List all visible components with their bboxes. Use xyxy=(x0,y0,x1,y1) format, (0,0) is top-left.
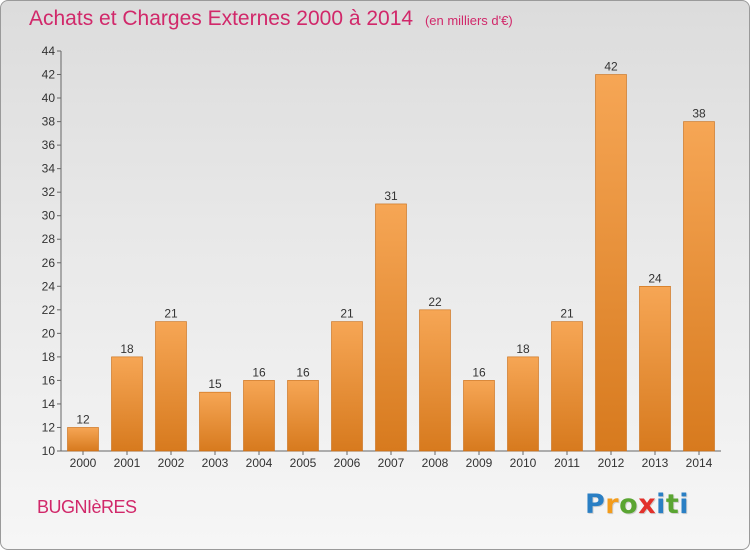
logo-letter: P xyxy=(585,489,606,520)
bar-value-label: 16 xyxy=(472,365,486,379)
x-tick-label: 2014 xyxy=(686,456,713,470)
bar-value-label: 21 xyxy=(560,307,574,321)
x-tick-label: 2013 xyxy=(642,456,669,470)
x-tick-label: 2000 xyxy=(70,456,97,470)
bar-2011 xyxy=(551,321,583,452)
x-tick-label: 2005 xyxy=(290,456,317,470)
bar-value-label: 21 xyxy=(340,307,354,321)
y-tick-label: 42 xyxy=(42,68,56,82)
x-tick-label: 2009 xyxy=(466,456,493,470)
commune-name: BUGNIèRES xyxy=(37,497,137,517)
y-tick-label: 32 xyxy=(42,185,56,199)
y-tick-label: 36 xyxy=(42,138,56,152)
x-tick-label: 2011 xyxy=(554,456,580,470)
y-tick-label: 18 xyxy=(42,350,56,364)
y-tick-label: 14 xyxy=(42,397,56,411)
x-tick-label: 2007 xyxy=(378,456,405,470)
bar-2000 xyxy=(67,427,99,452)
logo-letter: i xyxy=(656,489,666,520)
chart-title-text: Achats et Charges Externes 2000 à 2014 xyxy=(29,7,414,30)
logo-letter: t xyxy=(665,489,680,520)
proxiti-logo: Proxiti xyxy=(585,489,689,520)
y-tick-label: 24 xyxy=(42,279,56,293)
bar-2002 xyxy=(155,321,187,452)
x-tick-label: 2002 xyxy=(158,456,185,470)
x-tick-label: 2010 xyxy=(510,456,537,470)
bar-value-label: 18 xyxy=(120,342,134,356)
bar-2008 xyxy=(419,309,451,452)
bar-value-label: 16 xyxy=(296,365,310,379)
bar-2004 xyxy=(243,380,275,452)
y-tick-label: 22 xyxy=(42,303,56,317)
y-tick-label: 34 xyxy=(42,162,56,176)
bar-value-label: 31 xyxy=(384,189,398,203)
y-tick-label: 10 xyxy=(42,444,56,458)
bar-2010 xyxy=(507,356,539,452)
y-tick-label: 44 xyxy=(42,44,56,58)
bar-2001 xyxy=(111,356,143,452)
logo-letter: x xyxy=(638,489,657,520)
bar-2009 xyxy=(463,380,495,452)
logo-letter: r xyxy=(605,489,620,520)
bar-value-label: 16 xyxy=(252,365,266,379)
bar-value-label: 15 xyxy=(208,377,222,391)
bar-2014 xyxy=(683,121,715,452)
y-tick-label: 12 xyxy=(42,420,56,434)
y-tick-label: 26 xyxy=(42,256,56,270)
x-tick-label: 2004 xyxy=(246,456,273,470)
y-tick-label: 38 xyxy=(42,115,56,129)
bar-2012 xyxy=(595,74,627,452)
x-tick-label: 2012 xyxy=(598,456,625,470)
x-tick-label: 2006 xyxy=(334,456,361,470)
bar-2003 xyxy=(199,391,231,452)
bar-value-label: 22 xyxy=(428,295,442,309)
chart-title: Achats et Charges Externes 2000 à 2014 (… xyxy=(29,7,513,31)
bar-value-label: 12 xyxy=(76,412,90,426)
bar-value-label: 18 xyxy=(516,342,530,356)
y-tick-label: 20 xyxy=(42,326,56,340)
x-tick-label: 2003 xyxy=(202,456,229,470)
bar-value-label: 38 xyxy=(692,107,706,121)
x-tick-label: 2008 xyxy=(422,456,449,470)
logo-letter: o xyxy=(619,489,639,520)
bar-2013 xyxy=(639,285,671,452)
bar-2007 xyxy=(375,203,407,452)
bar-2005 xyxy=(287,380,319,452)
bar-value-label: 24 xyxy=(648,271,662,285)
y-tick-label: 16 xyxy=(42,373,56,387)
y-tick-label: 30 xyxy=(42,209,56,223)
x-tick-label: 2001 xyxy=(114,456,141,470)
y-tick-label: 40 xyxy=(42,91,56,105)
bar-value-label: 21 xyxy=(164,307,178,321)
y-tick-label: 28 xyxy=(42,232,56,246)
bar-2006 xyxy=(331,321,363,452)
bar-value-label: 42 xyxy=(604,60,618,74)
chart-subtitle: (en milliers d'€) xyxy=(424,13,513,28)
logo-letter: i xyxy=(679,489,690,520)
